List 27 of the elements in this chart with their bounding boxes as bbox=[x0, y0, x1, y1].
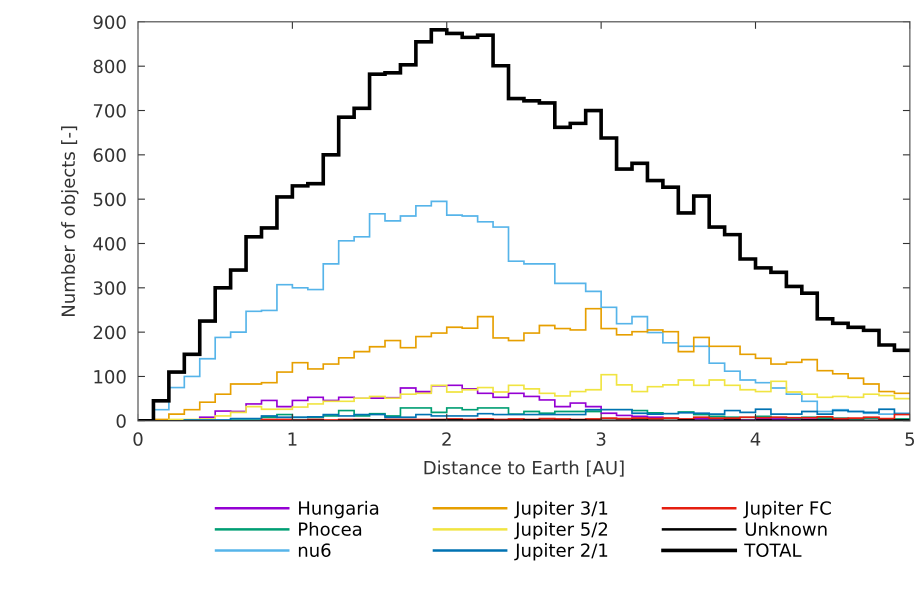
y-axis-title: Number of objects [-] bbox=[61, 126, 79, 316]
x-tick-label: 2 bbox=[442, 432, 451, 446]
x-axis-title: Distance to Earth [AU] bbox=[424, 460, 624, 477]
x-tick-label: 5 bbox=[906, 432, 914, 446]
y-tick-label: 100 bbox=[94, 370, 126, 384]
y-tick-label: 600 bbox=[94, 148, 126, 162]
x-tick-label: 1 bbox=[288, 432, 296, 446]
y-tick-label: 700 bbox=[94, 104, 126, 118]
y-tick-label: 0 bbox=[116, 414, 126, 428]
y-tick-label: 500 bbox=[94, 192, 126, 206]
legend-label: Unknown bbox=[746, 522, 827, 536]
legend-label: TOTAL bbox=[744, 543, 802, 558]
legend-label: Jupiter 2/1 bbox=[514, 543, 608, 561]
legend-label: Hungaria bbox=[299, 500, 378, 518]
y-tick-label: 200 bbox=[94, 326, 126, 340]
legend-label: Jupiter FC bbox=[743, 500, 831, 518]
y-tick-label: 800 bbox=[94, 60, 126, 74]
y-tick-label: 400 bbox=[93, 236, 126, 251]
x-tick-label: 0 bbox=[133, 432, 143, 446]
legend-label: Jupiter 3/1 bbox=[514, 500, 608, 518]
y-tick-label: 900 bbox=[94, 15, 126, 29]
x-tick-label: 4 bbox=[750, 432, 760, 446]
legend-label: Phocea bbox=[299, 522, 362, 536]
legend-label: nu6 bbox=[298, 543, 331, 558]
legend-label: Jupiter 5/2 bbox=[514, 522, 608, 540]
x-tick-label: 3 bbox=[596, 432, 606, 446]
y-tick-label: 300 bbox=[94, 281, 126, 295]
